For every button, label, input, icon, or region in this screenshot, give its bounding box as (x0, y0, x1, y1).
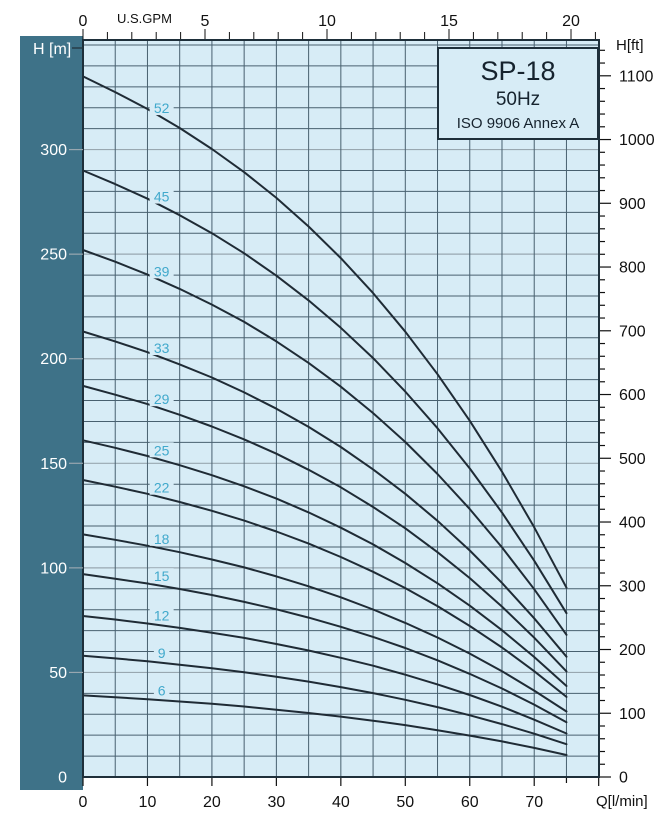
x-axis-label-gpm: 10 (318, 13, 336, 30)
curve-39 (82, 249, 568, 636)
curve-12 (82, 615, 568, 735)
y-axis-label-m: 200 (40, 351, 67, 368)
y-axis-title-feet: H[ft] (616, 37, 644, 54)
y-axis-meters-band (20, 36, 83, 790)
x-axis-label-lmin: 60 (461, 794, 479, 811)
x-axis-label-gpm: 20 (562, 13, 580, 30)
frequency-label: 50Hz (495, 89, 541, 110)
y-axis-label-ft: 900 (619, 196, 646, 213)
x-axis-title-gpm: U.S.GPM (117, 11, 172, 26)
x-axis-title-lmin: Q[l/min] (596, 793, 648, 810)
x-axis-label-lmin: 40 (332, 794, 350, 811)
curve-6 (82, 694, 568, 756)
curve-label-bg (153, 644, 170, 660)
curve-label-52: 52 (154, 100, 170, 116)
curve-label-39: 39 (154, 263, 170, 279)
curve-18 (82, 533, 568, 713)
y-axis-label-ft: 1100 (619, 68, 654, 85)
x-axis-label-lmin: 20 (203, 794, 221, 811)
y-axis-label-ft: 700 (619, 323, 646, 340)
y-axis-label-m: 0 (58, 770, 67, 787)
curve-33 (82, 330, 568, 658)
curve-label-bg (149, 607, 174, 623)
y-axis-label-m: 150 (40, 456, 67, 473)
y-axis-label-m: 250 (40, 247, 67, 264)
y-axis-label-m: 100 (40, 560, 67, 577)
curve-25 (82, 439, 568, 687)
y-axis-label-ft: 500 (619, 451, 646, 468)
pump-model-label: SP-18 (480, 56, 556, 86)
y-axis-label-ft: 1000 (619, 132, 655, 149)
x-axis-label-gpm: 5 (201, 13, 210, 30)
plot-border (82, 39, 600, 778)
curve-label-25: 25 (154, 442, 170, 458)
y-axis-label-ft: 300 (619, 578, 646, 595)
x-axis-label-gpm: 15 (440, 13, 458, 30)
curve-label-bg (149, 188, 174, 204)
y-axis-label-m: 50 (49, 665, 67, 682)
y-axis-label-ft: 100 (619, 706, 646, 723)
curve-label-29: 29 (154, 391, 170, 407)
x-axis-label-lmin: 50 (396, 794, 414, 811)
curve-label-15: 15 (154, 568, 170, 584)
curve-label-bg (149, 479, 174, 495)
curve-label-bg (149, 263, 174, 279)
curve-9 (82, 654, 568, 746)
x-axis-label-lmin: 70 (525, 794, 543, 811)
curve-label-bg (149, 530, 174, 546)
y-axis-label-ft: 400 (619, 515, 646, 532)
curve-22 (82, 479, 568, 698)
curve-29 (82, 384, 568, 673)
standard-label: ISO 9906 Annex A (456, 115, 580, 132)
x-axis-label-lmin: 10 (139, 794, 157, 811)
y-axis-label-ft: 200 (619, 642, 646, 659)
curve-label-9: 9 (158, 645, 166, 661)
curve-label-12: 12 (154, 608, 170, 624)
curve-label-bg (149, 391, 174, 407)
curve-label-22: 22 (154, 480, 170, 496)
curve-label-45: 45 (154, 189, 170, 205)
curve-label-33: 33 (154, 340, 170, 356)
y-axis-title-meters: H [m] (33, 41, 72, 58)
x-axis-label-lmin: 0 (79, 794, 88, 811)
title-box: SP-18 50Hz ISO 9906 Annex A (437, 47, 599, 140)
y-axis-label-ft: 800 (619, 260, 646, 277)
curve-label-18: 18 (154, 531, 170, 547)
y-axis-label-ft: 0 (619, 770, 628, 787)
y-axis-label-m: 300 (40, 142, 67, 159)
curve-45 (82, 169, 568, 615)
y-axis-label-ft: 600 (619, 387, 646, 404)
curve-label-6: 6 (158, 682, 166, 698)
x-axis-label-gpm: 0 (79, 13, 88, 30)
curve-label-bg (149, 340, 174, 356)
curve-52 (82, 75, 568, 589)
curve-label-bg (149, 100, 174, 116)
curve-15 (82, 573, 568, 724)
x-axis-label-lmin: 30 (267, 794, 285, 811)
curve-label-bg (149, 568, 174, 584)
curve-label-bg (153, 682, 170, 698)
curve-label-bg (149, 442, 174, 458)
